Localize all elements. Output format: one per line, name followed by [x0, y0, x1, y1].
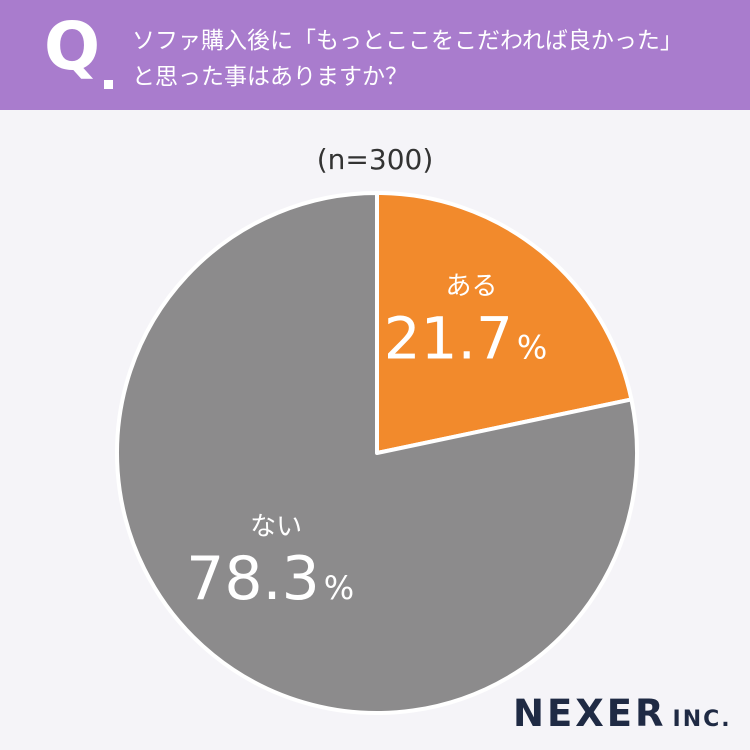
brand-name: NEXER [513, 692, 667, 735]
q-dot [104, 80, 113, 89]
slice-aru [375, 191, 634, 455]
slice-aru-value-label: 21.7% [384, 305, 548, 373]
q-label: Q [44, 8, 101, 85]
question-text-line2: と思った事はありますか？ [132, 64, 408, 90]
slice-aru-category-label: ある [446, 272, 498, 302]
brand-logo: NEXER INC. [513, 692, 732, 735]
brand-suffix: INC. [672, 707, 732, 732]
sample-size-label: (n=300) [316, 143, 434, 176]
question-text-line1: ソファ購入後に「もっとここをこだわれば良かった」 [132, 28, 683, 54]
question-header: Q ソファ購入後に「もっとここをこだわれば良かった」 と思った事はありますか？ [0, 0, 750, 110]
slice-nai-value-label: 78.3% [186, 544, 354, 614]
slice-nai [115, 191, 639, 715]
slice-nai-category-label: ない [250, 512, 302, 542]
